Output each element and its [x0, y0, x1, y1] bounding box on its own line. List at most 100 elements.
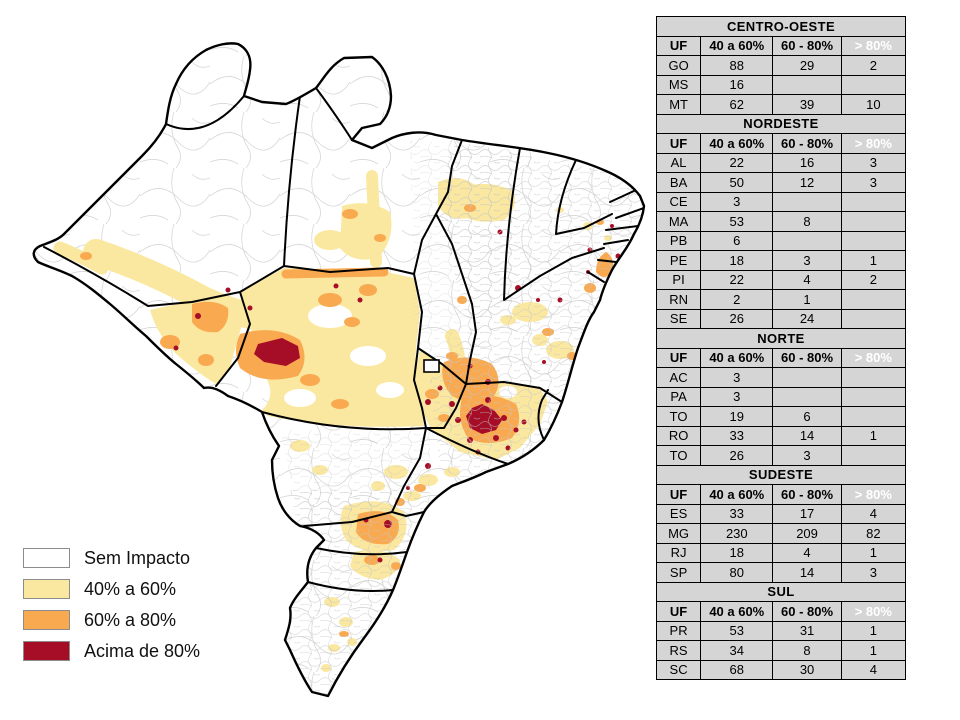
uf-cell: BA: [655, 172, 702, 193]
table-row: SC 68 30 4: [655, 659, 907, 680]
table-row: GO 88 29 2: [655, 55, 907, 76]
table-row: PI 22 4 2: [655, 269, 907, 290]
value-cell: 17: [772, 503, 842, 524]
uf-cell: AL: [655, 152, 702, 173]
value-cell: 53: [700, 211, 774, 232]
column-header: > 80%: [840, 133, 907, 154]
value-cell: [772, 230, 842, 251]
value-cell: 18: [700, 250, 774, 271]
table-row: ES 33 17 4: [655, 503, 907, 524]
value-cell: [840, 386, 907, 407]
value-cell: 68: [700, 659, 774, 680]
table-row: MG 230 209 82: [655, 523, 907, 544]
table-row: PB 6: [655, 230, 907, 251]
region-title: CENTRO-OESTE: [656, 16, 906, 37]
region-title: NORTE: [656, 328, 906, 349]
value-cell: 16: [700, 74, 774, 95]
column-header: 40 a 60%: [700, 35, 774, 56]
value-cell: 4: [772, 542, 842, 563]
table-panel: CENTRO-OESTE UF 40 a 60% 60 - 80% > 80% GO 88 2…: [655, 16, 908, 680]
value-cell: 3: [840, 562, 907, 583]
table-row: RO 33 14 1: [655, 425, 907, 446]
column-header: UF: [655, 601, 702, 622]
value-cell: 53: [700, 620, 774, 641]
column-header: 60 - 80%: [772, 601, 842, 622]
value-cell: 3: [840, 172, 907, 193]
uf-cell: PB: [655, 230, 702, 251]
uf-cell: SC: [655, 659, 702, 680]
value-cell: 3: [700, 386, 774, 407]
region-header-row: CENTRO-OESTE: [656, 16, 906, 37]
uf-cell: PE: [655, 250, 702, 271]
region-title: SUDESTE: [656, 464, 906, 485]
table-row: AL 22 16 3: [655, 152, 907, 173]
region-header-row: SUDESTE: [656, 464, 906, 485]
uf-cell: RO: [655, 425, 702, 446]
value-cell: 4: [840, 659, 907, 680]
value-cell: 1: [840, 620, 907, 641]
value-cell: 39: [772, 94, 842, 115]
table-row: PE 18 3 1: [655, 250, 907, 271]
column-header: 60 - 80%: [772, 35, 842, 56]
legend-swatch: [23, 641, 70, 661]
column-header: 60 - 80%: [772, 484, 842, 505]
uf-cell: PI: [655, 269, 702, 290]
value-cell: 6: [772, 406, 842, 427]
uf-cell: AC: [655, 367, 702, 388]
value-cell: 3: [772, 250, 842, 271]
impact-table-body: CENTRO-OESTE UF 40 a 60% 60 - 80% > 80% GO 88 2…: [655, 16, 907, 680]
brazil-map-svg: [32, 42, 646, 698]
value-cell: 1: [840, 542, 907, 563]
value-cell: [840, 308, 907, 329]
value-cell: [840, 406, 907, 427]
legend-label: 40% a 60%: [84, 578, 177, 599]
value-cell: 34: [700, 640, 774, 661]
legend-swatch: [23, 548, 70, 568]
column-header: > 80%: [840, 347, 907, 368]
map-no-impact-gaps: [284, 304, 517, 407]
uf-cell: RN: [655, 289, 702, 310]
table-row: TO 19 6: [655, 406, 907, 427]
table-row: BA 50 12 3: [655, 172, 907, 193]
column-header: 40 a 60%: [700, 484, 774, 505]
legend-item: Acima de 80%: [23, 641, 200, 661]
value-cell: [840, 211, 907, 232]
uf-cell: RS: [655, 640, 702, 661]
value-cell: 1: [840, 425, 907, 446]
table-row: MT 62 39 10: [655, 94, 907, 115]
legend-item: 60% a 80%: [23, 610, 200, 630]
value-cell: [840, 445, 907, 466]
column-header: 60 - 80%: [772, 133, 842, 154]
region-header-row: NORDESTE: [656, 113, 906, 134]
value-cell: [840, 230, 907, 251]
impact-table: CENTRO-OESTE UF 40 a 60% 60 - 80% > 80% GO 88 2…: [655, 16, 907, 680]
value-cell: 33: [700, 425, 774, 446]
legend-label: Sem Impacto: [84, 547, 191, 568]
uf-cell: TO: [655, 406, 702, 427]
table-row: RN 2 1: [655, 289, 907, 310]
value-cell: 230: [700, 523, 774, 544]
value-cell: 1: [840, 250, 907, 271]
value-cell: 80: [700, 562, 774, 583]
value-cell: 24: [772, 308, 842, 329]
table-row: SE 26 24: [655, 308, 907, 329]
value-cell: 18: [700, 542, 774, 563]
column-header-row: UF 40 a 60% 60 - 80% > 80%: [655, 35, 907, 56]
column-header: > 80%: [840, 601, 907, 622]
value-cell: 4: [840, 503, 907, 524]
table-row: PA 3: [655, 386, 907, 407]
value-cell: 4: [772, 269, 842, 290]
column-header: UF: [655, 347, 702, 368]
value-cell: 14: [772, 425, 842, 446]
uf-cell: GO: [655, 55, 702, 76]
uf-cell: PR: [655, 620, 702, 641]
value-cell: 33: [700, 503, 774, 524]
column-header: > 80%: [840, 484, 907, 505]
table-row: MS 16: [655, 74, 907, 95]
table-row: TO 26 3: [655, 445, 907, 466]
table-row: RJ 18 4 1: [655, 542, 907, 563]
legend-swatch: [23, 610, 70, 630]
legend-item: 40% a 60%: [23, 579, 200, 599]
legend-label: 60% a 80%: [84, 609, 177, 630]
